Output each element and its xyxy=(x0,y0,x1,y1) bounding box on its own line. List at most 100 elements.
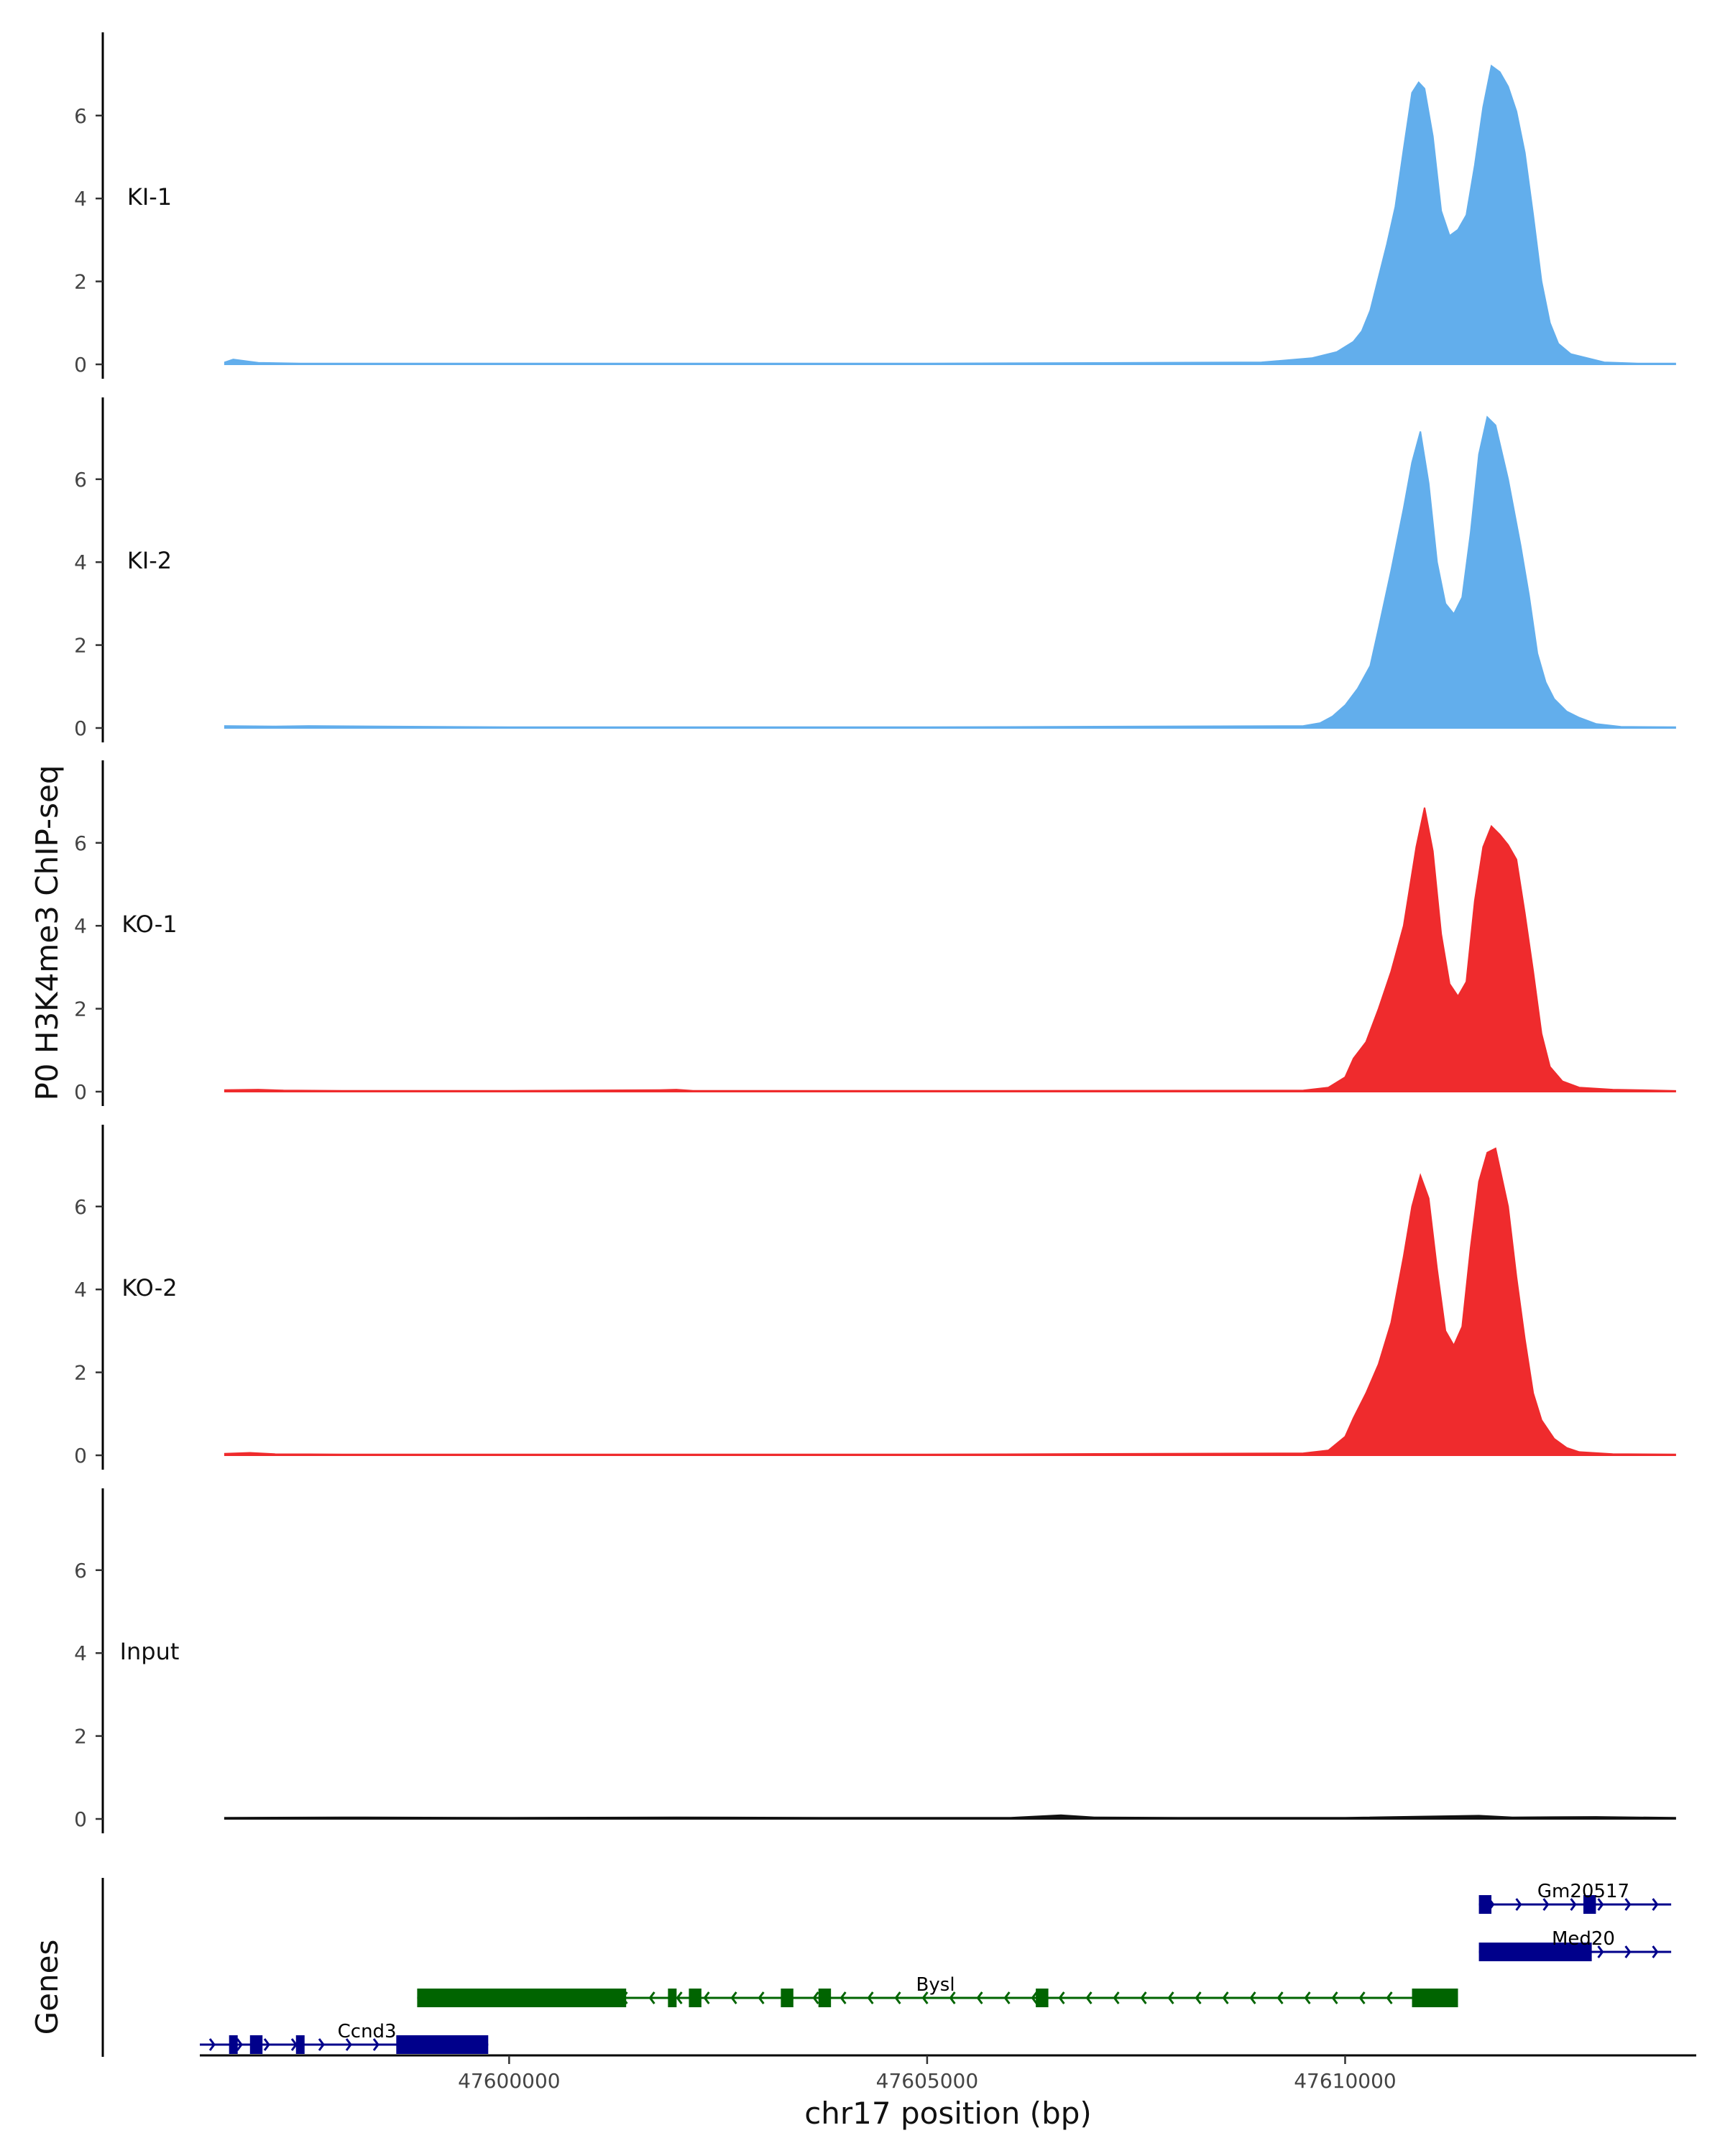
strand-arrow xyxy=(1249,1991,1256,2004)
strand-arrow xyxy=(208,2038,216,2051)
strand-arrow xyxy=(1167,1991,1174,2004)
signal-area xyxy=(224,1147,1676,1456)
exon xyxy=(249,2035,263,2054)
strand-arrow xyxy=(921,1991,929,2004)
strand-arrow xyxy=(1624,1945,1632,1958)
signal-area xyxy=(224,415,1676,729)
x-axis-title: chr17 position (bp) xyxy=(804,2096,1092,2131)
y-tick-label: 2 xyxy=(74,634,87,658)
strand-arrow xyxy=(1652,1945,1659,1958)
strand-arrow xyxy=(1386,1991,1393,2004)
exon xyxy=(1412,1989,1458,2007)
strand-arrow xyxy=(1624,1898,1632,1911)
exon xyxy=(668,1989,677,2007)
gene-bysl: Bysl xyxy=(417,1974,1458,2007)
exon xyxy=(781,1989,794,2007)
y-tick-label: 0 xyxy=(74,717,87,740)
track-ki-2: 0 2 4 6 KI-2 xyxy=(74,397,1676,742)
signal-area xyxy=(224,1814,1676,1820)
strand-arrow xyxy=(345,2038,352,2051)
gene-label: Bysl xyxy=(916,1974,955,1996)
gene-label: Med20 xyxy=(1552,1928,1615,1950)
strand-arrow xyxy=(840,1991,847,2004)
y-tick-label: 2 xyxy=(74,998,87,1021)
signal-tracks: 0 2 4 6 KI-1 0 2 4 6 KI-2 0 2 4 6 KO-1 0 2 4 6 KO-2 0 2 4 6 Inpu… xyxy=(74,32,1676,1833)
exon xyxy=(417,1989,627,2007)
strand-arrow xyxy=(1331,1991,1338,2004)
track-ki-1: 0 2 4 6 KI-1 xyxy=(74,32,1676,379)
strand-arrow xyxy=(648,1991,656,2004)
y-tick-label: 6 xyxy=(74,468,87,492)
y-axis-title: P0 H3K4me3 ChIP-seq xyxy=(29,765,65,1100)
track-ko-1: 0 2 4 6 KO-1 xyxy=(74,760,1676,1106)
gene-label: Ccnd3 xyxy=(338,2021,397,2042)
y-tick-label: 4 xyxy=(74,914,87,938)
y-tick-label: 0 xyxy=(74,353,87,377)
strand-arrow xyxy=(1542,1898,1550,1911)
gene-med20: Med20 xyxy=(1478,1928,1672,1961)
strand-arrow xyxy=(1276,1991,1284,2004)
y-tick-label: 6 xyxy=(74,831,87,855)
strand-arrow xyxy=(236,2038,243,2051)
genes-axis-title: Genes xyxy=(29,1940,65,2035)
strand-arrow xyxy=(1515,1898,1522,1911)
track-label: Input xyxy=(120,1638,180,1665)
x-tick-label: 47605000 xyxy=(876,2069,979,2093)
strand-arrow xyxy=(372,2038,380,2051)
y-tick-label: 2 xyxy=(74,1725,87,1749)
track-label: KO-2 xyxy=(121,1274,177,1302)
y-tick-label: 4 xyxy=(74,1278,87,1302)
x-tick-label: 47600000 xyxy=(458,2069,561,2093)
strand-arrow xyxy=(1597,1898,1604,1911)
exon xyxy=(689,1989,702,2007)
strand-arrow xyxy=(1358,1991,1366,2004)
exon xyxy=(229,2035,238,2054)
strand-arrow xyxy=(976,1991,983,2004)
track-ko-2: 0 2 4 6 KO-2 xyxy=(74,1125,1676,1470)
y-tick-label: 4 xyxy=(74,550,87,574)
y-tick-label: 2 xyxy=(74,270,87,294)
signal-area xyxy=(224,64,1676,365)
strand-arrow xyxy=(1085,1991,1092,2004)
strand-arrow xyxy=(1113,1991,1120,2004)
exon xyxy=(1036,1989,1049,2007)
strand-arrow xyxy=(1597,1945,1604,1958)
strand-arrow xyxy=(1195,1991,1202,2004)
exon xyxy=(1583,1895,1596,1914)
y-tick-label: 2 xyxy=(74,1361,87,1385)
strand-arrow xyxy=(703,1991,710,2004)
strand-arrow xyxy=(1652,1898,1659,1911)
strand-arrow xyxy=(1222,1991,1229,2004)
track-label: KI-1 xyxy=(127,183,172,211)
y-tick-label: 0 xyxy=(74,1444,87,1468)
exon xyxy=(396,2035,489,2054)
gene-label: Gm20517 xyxy=(1537,1881,1629,1902)
gene-ccnd3: Ccnd3 xyxy=(200,2021,489,2054)
exon xyxy=(818,1989,832,2007)
strand-arrow xyxy=(1140,1991,1147,2004)
gene-gm20517: Gm20517 xyxy=(1478,1881,1672,1914)
strand-arrow xyxy=(676,1991,683,2004)
strand-arrow xyxy=(894,1991,901,2004)
y-tick-label: 4 xyxy=(74,1641,87,1665)
exon xyxy=(1478,1895,1492,1914)
exon xyxy=(295,2035,305,2054)
strand-arrow xyxy=(812,1991,819,2004)
y-tick-label: 0 xyxy=(74,1807,87,1831)
track-input: 0 2 4 6 Input xyxy=(74,1488,1676,1833)
track-label: KI-2 xyxy=(127,547,172,574)
track-label: KO-1 xyxy=(121,911,177,938)
x-tick-label: 47610000 xyxy=(1294,2069,1397,2093)
y-tick-label: 6 xyxy=(74,1195,87,1219)
strand-arrow xyxy=(730,1991,737,2004)
strand-arrow xyxy=(1031,1991,1038,2004)
strand-arrow xyxy=(263,2038,270,2051)
signal-area xyxy=(224,807,1676,1092)
y-tick-label: 4 xyxy=(74,187,87,211)
strand-arrow xyxy=(318,2038,325,2051)
strand-arrow xyxy=(867,1991,874,2004)
x-axis-ticks: 47600000 47605000 47610000 xyxy=(458,2055,1397,2093)
y-tick-label: 6 xyxy=(74,104,87,128)
strand-arrow xyxy=(949,1991,956,2004)
